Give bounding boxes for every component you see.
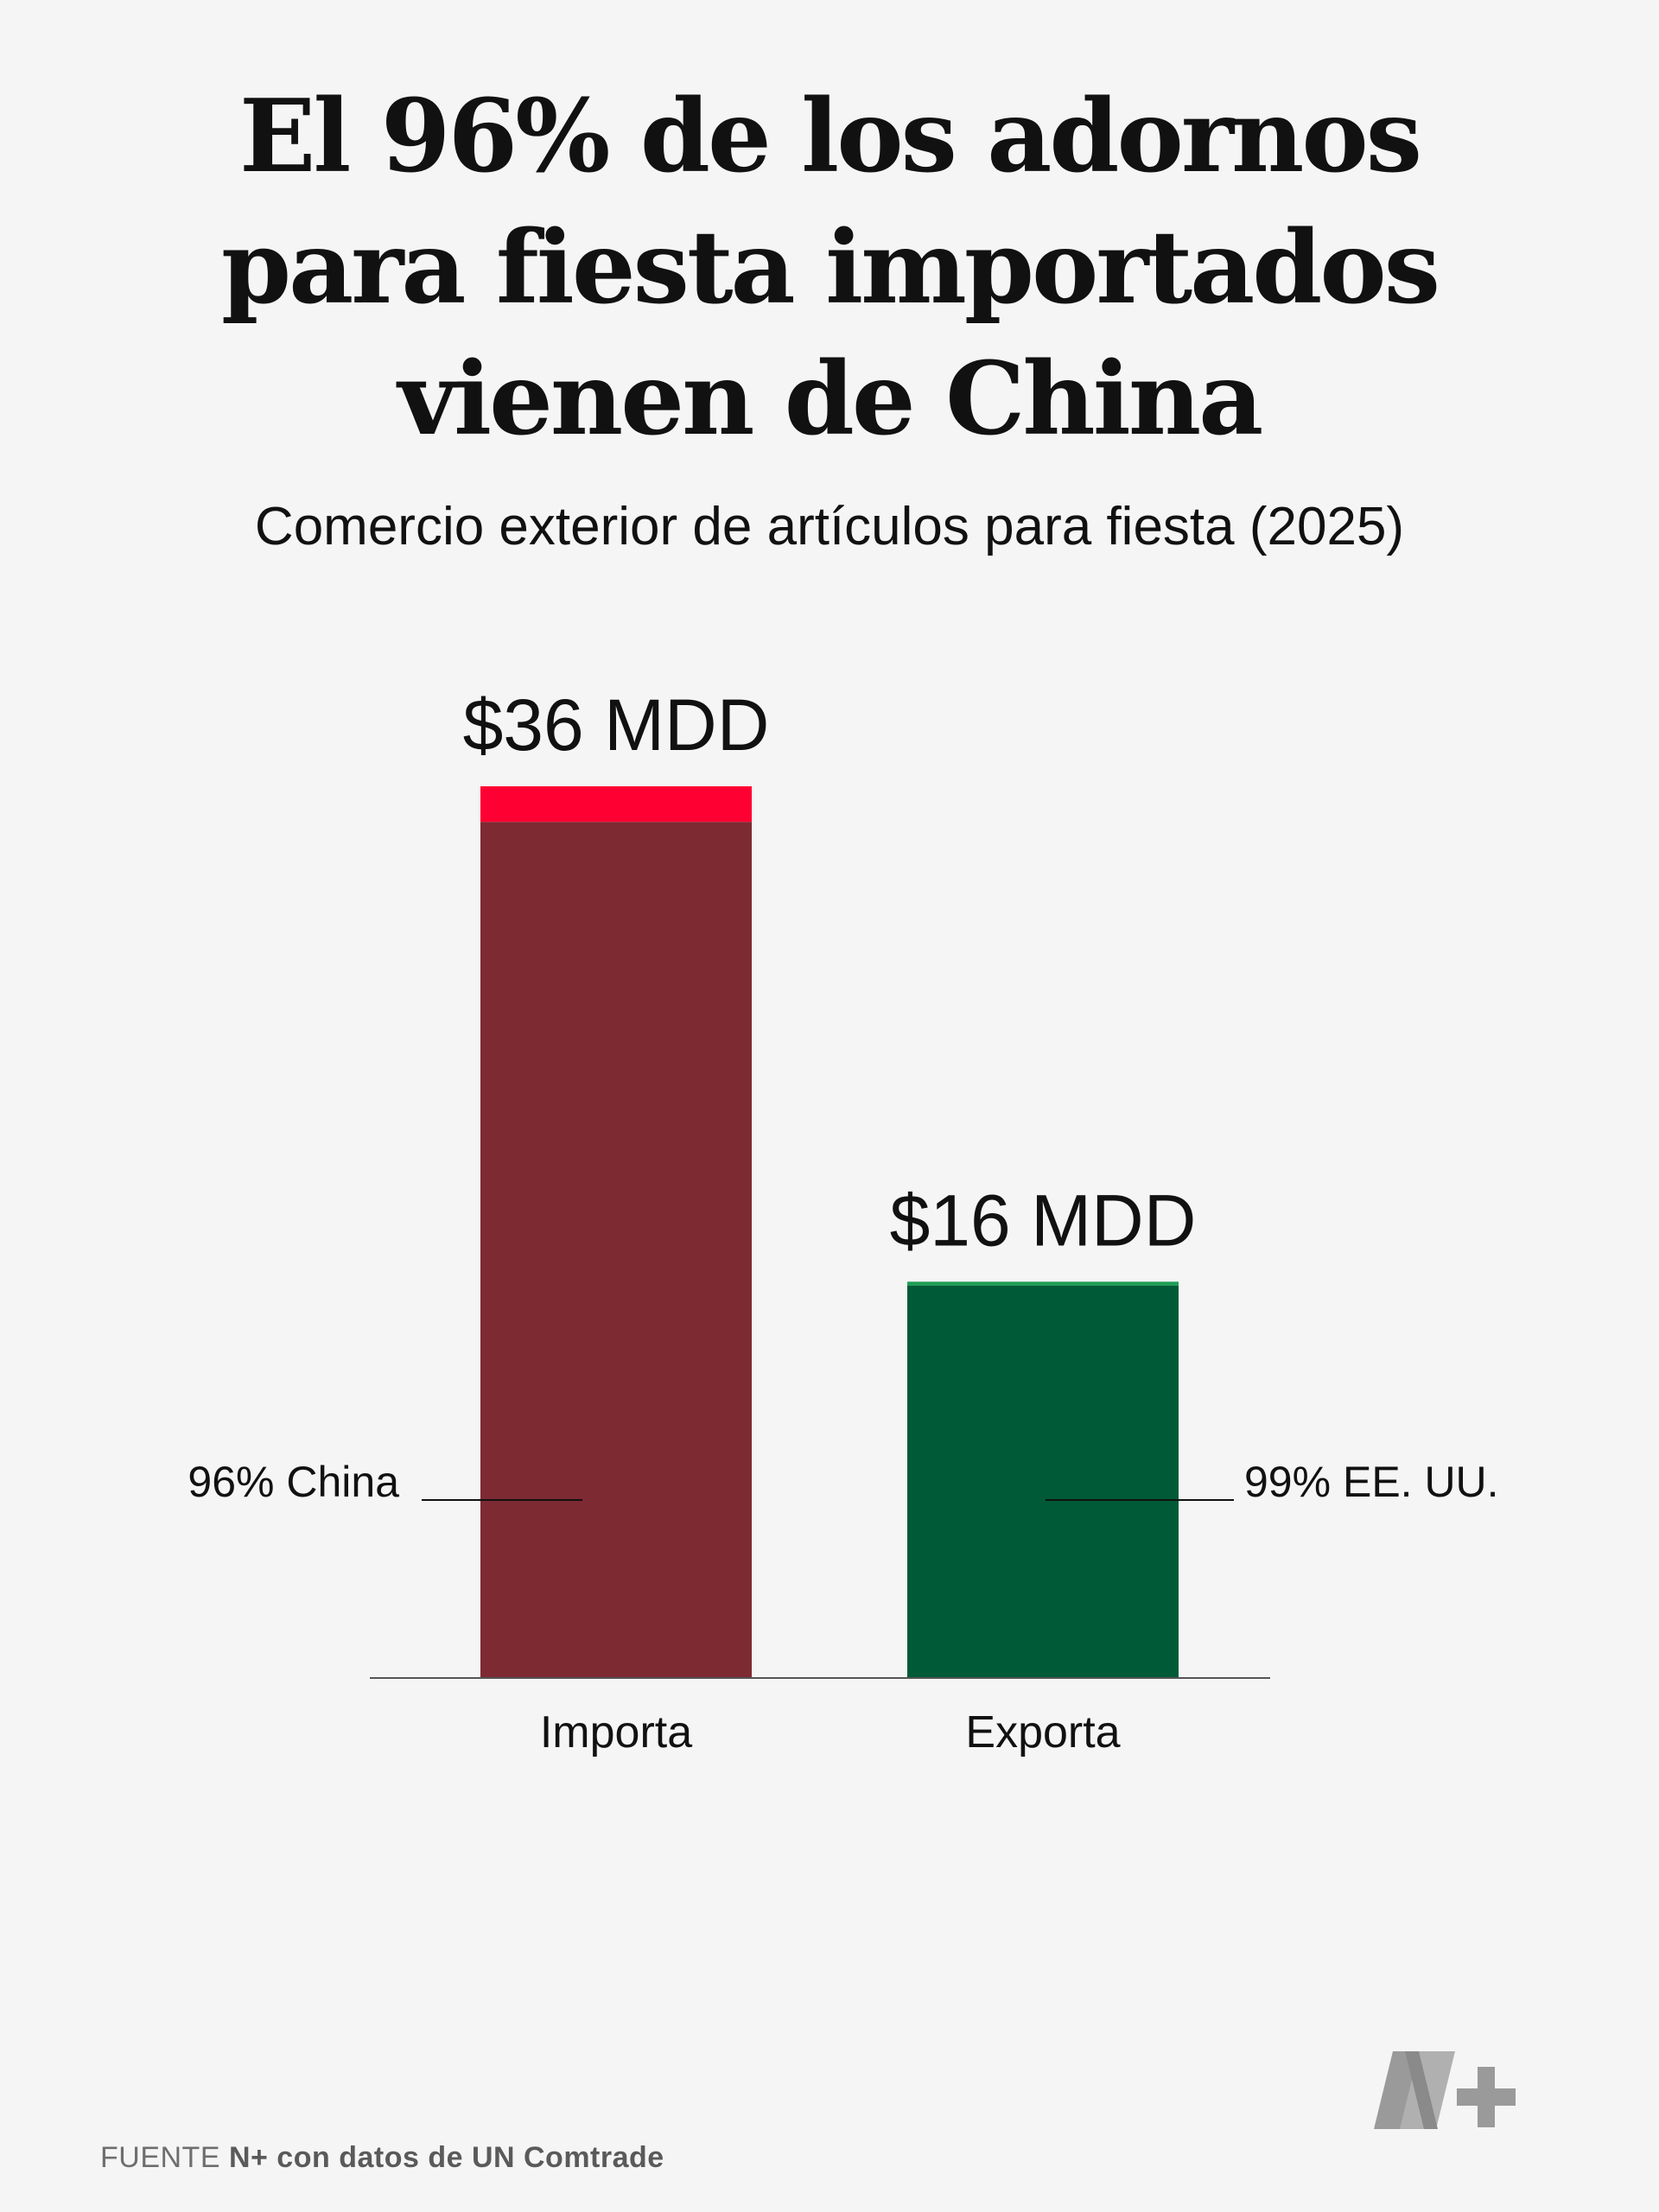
- source-text: N+ con datos de UN Comtrade: [228, 2141, 664, 2174]
- nplus-logo-icon: [1374, 2051, 1516, 2129]
- source-note: FUENTE N+ con datos de UN Comtrade: [100, 2141, 664, 2175]
- chart-title-line: El 96% de los adornos: [238, 78, 1422, 195]
- chart-title-line: vienen de China: [397, 340, 1264, 458]
- bar-remainder-segment: [480, 786, 752, 823]
- bar-main-segment: [907, 1285, 1179, 1678]
- x-tick-label: Importa: [540, 1707, 692, 1758]
- chart-title: El 96% de los adornos para fiesta import…: [0, 71, 1659, 465]
- annotation-label: 96% China: [188, 1458, 399, 1506]
- source-prefix: FUENTE: [100, 2141, 220, 2174]
- chart-title-line: para fiesta importados: [220, 209, 1440, 327]
- chart-subtitle: Comercio exterior de artículos para fies…: [254, 497, 1405, 556]
- x-tick-label: Exporta: [965, 1707, 1120, 1758]
- bar-main-segment: [480, 822, 752, 1678]
- bar-value-label: $36 MDD: [463, 684, 770, 766]
- bar-remainder-segment: [907, 1281, 1179, 1286]
- bar-value-label: $16 MDD: [890, 1179, 1197, 1261]
- annotation-label: 99% EE. UU.: [1244, 1458, 1499, 1506]
